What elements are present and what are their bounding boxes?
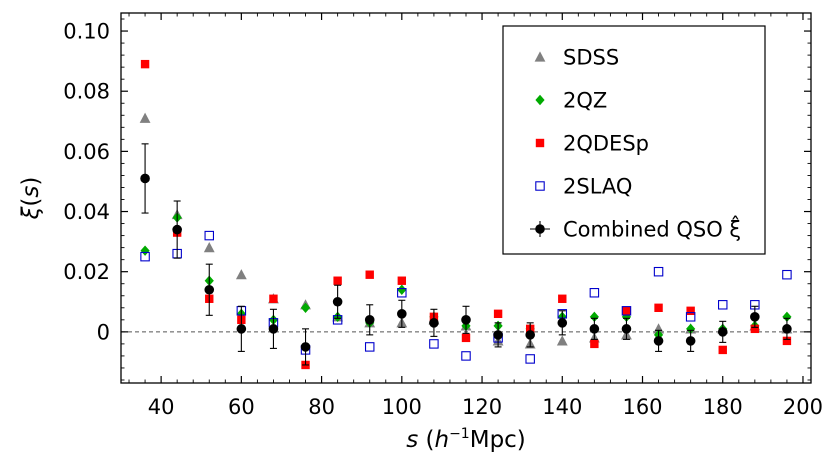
data-point-combined [236,324,247,334]
legend-item-combined: Combined QSO ξ̂ [530,216,741,242]
data-point-2qz [589,311,599,323]
y-tick-label: 0.06 [63,140,110,164]
data-point-2qdesp [654,303,663,312]
data-point-sdss [139,112,151,123]
legend: SDSS 2QZ 2QDESp 2SLAQ Combined QSO ξ̂ [502,25,766,255]
data-point-2slaq [589,288,600,298]
data-point-2slaq [204,230,215,241]
legend-label-2qz: 2QZ [563,89,607,113]
y-tick-label: 0.02 [63,260,110,284]
data-point-2qdesp [140,59,150,69]
x-axis-label: s (h−1Mpc) [406,426,526,453]
data-point-2slaq [782,269,792,280]
data-point-2qdesp [590,339,599,349]
x-tick-label: 160 [622,395,662,419]
data-point-combined [685,336,696,346]
data-point-combined [172,224,182,235]
data-point-2qdesp [397,276,407,285]
y-tick-label: 0 [97,320,110,344]
data-point-combined [140,173,150,184]
data-point-2qdesp [782,336,792,346]
data-point-combined [782,324,792,334]
y-axis-label: ξ(s) [18,177,44,221]
series-combined [140,143,792,366]
legend-label-2slaq: 2SLAQ [563,175,632,199]
plot-marks [121,59,811,370]
data-point-combined [621,324,632,334]
data-point-combined [300,342,311,352]
data-point-combined [717,327,728,337]
legend-label-sdss: SDSS [563,46,619,70]
x-tick-label: 180 [703,395,743,419]
y-tick-label: 0.08 [63,80,110,104]
data-point-2qdesp [365,270,374,279]
data-point-2qz [397,284,407,295]
data-point-combined [461,315,471,325]
data-point-2qdesp [493,309,503,319]
legend-marker-sdss [534,51,546,62]
data-point-combined [397,309,407,319]
x-tick-label: 200 [783,395,823,419]
data-point-combined [364,315,375,325]
x-tick-label: 140 [542,395,582,419]
y-tick-label: 0.10 [63,20,110,44]
x-tick-label: 100 [382,395,422,419]
legend-label-2qdesp: 2QDESp [563,132,649,156]
data-point-combined [750,312,760,322]
y-tick-label: 0.04 [63,200,110,224]
data-point-2qdesp [718,345,727,355]
data-point-2qdesp [333,276,342,285]
data-point-2qdesp [558,294,567,303]
data-point-2qz [300,302,311,313]
data-point-sdss [235,269,247,280]
x-tick-label: 40 [148,395,175,419]
data-point-2slaq [461,351,471,361]
data-point-2qdesp [750,324,760,334]
data-point-combined [429,318,439,328]
data-point-2slaq [717,300,728,310]
data-point-2slaq [685,312,696,322]
data-point-2qz [782,311,792,323]
legend-box [502,25,766,255]
legend-item-2slaq: 2SLAQ [535,175,632,199]
axis-ticks: 40 60 80 100 120 140 160 180 200 0 0.02 0.04 0.06 0.0… [63,13,823,419]
x-tick-label: 80 [308,395,335,419]
x-tick-label: 60 [228,395,255,419]
data-point-2qz [140,245,150,256]
legend-item-2qz: 2QZ [535,89,607,113]
data-point-2slaq [397,288,407,298]
data-point-2qdesp [461,333,471,343]
data-point-2qdesp [269,294,278,303]
data-point-2qdesp [686,306,695,316]
data-point-2slaq [653,266,664,277]
legend-item-sdss: SDSS [534,46,619,70]
data-point-combined [268,324,279,334]
legend-label-combined: Combined QSO ξ̂ [563,216,741,242]
data-point-combined [332,296,343,307]
legend-marker-combined [535,224,545,234]
data-point-combined [204,284,215,295]
data-point-2slaq [429,339,439,349]
data-point-2slaq [621,306,632,316]
legend-marker-2qz [535,94,545,106]
data-point-2qz [686,323,696,335]
data-point-combined [525,330,535,340]
data-point-sdss [556,335,568,346]
legend-item-2qdesp: 2QDESp [535,132,649,156]
data-point-2slaq [364,342,375,352]
data-point-sdss [203,242,215,253]
data-point-2slaq [140,251,150,262]
legend-marker-2slaq [535,181,545,191]
legend-marker-2qdesp [535,138,545,148]
data-point-combined [557,318,568,328]
data-point-2qdesp [622,306,631,316]
data-point-combined [589,324,600,334]
data-point-combined [493,330,503,340]
x-tick-label: 120 [462,395,502,419]
data-point-combined [653,336,664,346]
data-point-2slaq [525,354,535,364]
